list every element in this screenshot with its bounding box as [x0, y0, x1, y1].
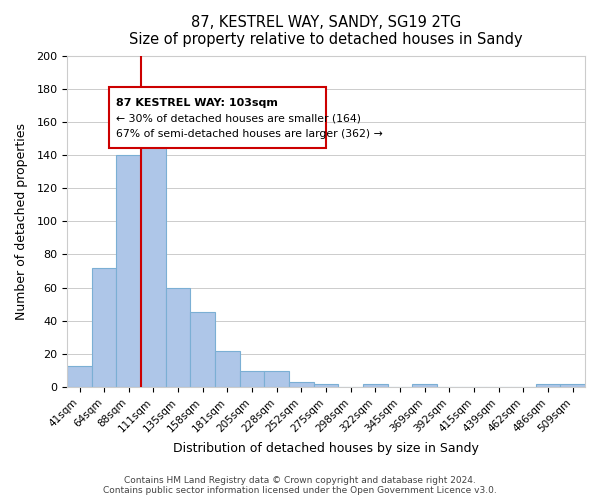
Bar — [314, 384, 338, 387]
Bar — [240, 370, 265, 387]
Text: 87 KESTREL WAY: 103sqm: 87 KESTREL WAY: 103sqm — [116, 98, 278, 108]
Text: ← 30% of detached houses are smaller (164): ← 30% of detached houses are smaller (16… — [116, 114, 361, 124]
Bar — [116, 155, 141, 387]
Bar — [363, 384, 388, 387]
Bar — [560, 384, 585, 387]
Text: 67% of semi-detached houses are larger (362) →: 67% of semi-detached houses are larger (… — [116, 130, 383, 140]
X-axis label: Distribution of detached houses by size in Sandy: Distribution of detached houses by size … — [173, 442, 479, 455]
Title: 87, KESTREL WAY, SANDY, SG19 2TG
Size of property relative to detached houses in: 87, KESTREL WAY, SANDY, SG19 2TG Size of… — [129, 15, 523, 48]
Bar — [412, 384, 437, 387]
Bar — [536, 384, 560, 387]
Bar — [141, 114, 166, 387]
Y-axis label: Number of detached properties: Number of detached properties — [15, 123, 28, 320]
Text: Contains HM Land Registry data © Crown copyright and database right 2024.
Contai: Contains HM Land Registry data © Crown c… — [103, 476, 497, 495]
Bar — [265, 370, 289, 387]
Bar — [190, 312, 215, 387]
Bar — [92, 268, 116, 387]
Bar — [67, 366, 92, 387]
Bar — [215, 350, 240, 387]
FancyBboxPatch shape — [109, 87, 326, 148]
Bar — [289, 382, 314, 387]
Bar — [166, 288, 190, 387]
